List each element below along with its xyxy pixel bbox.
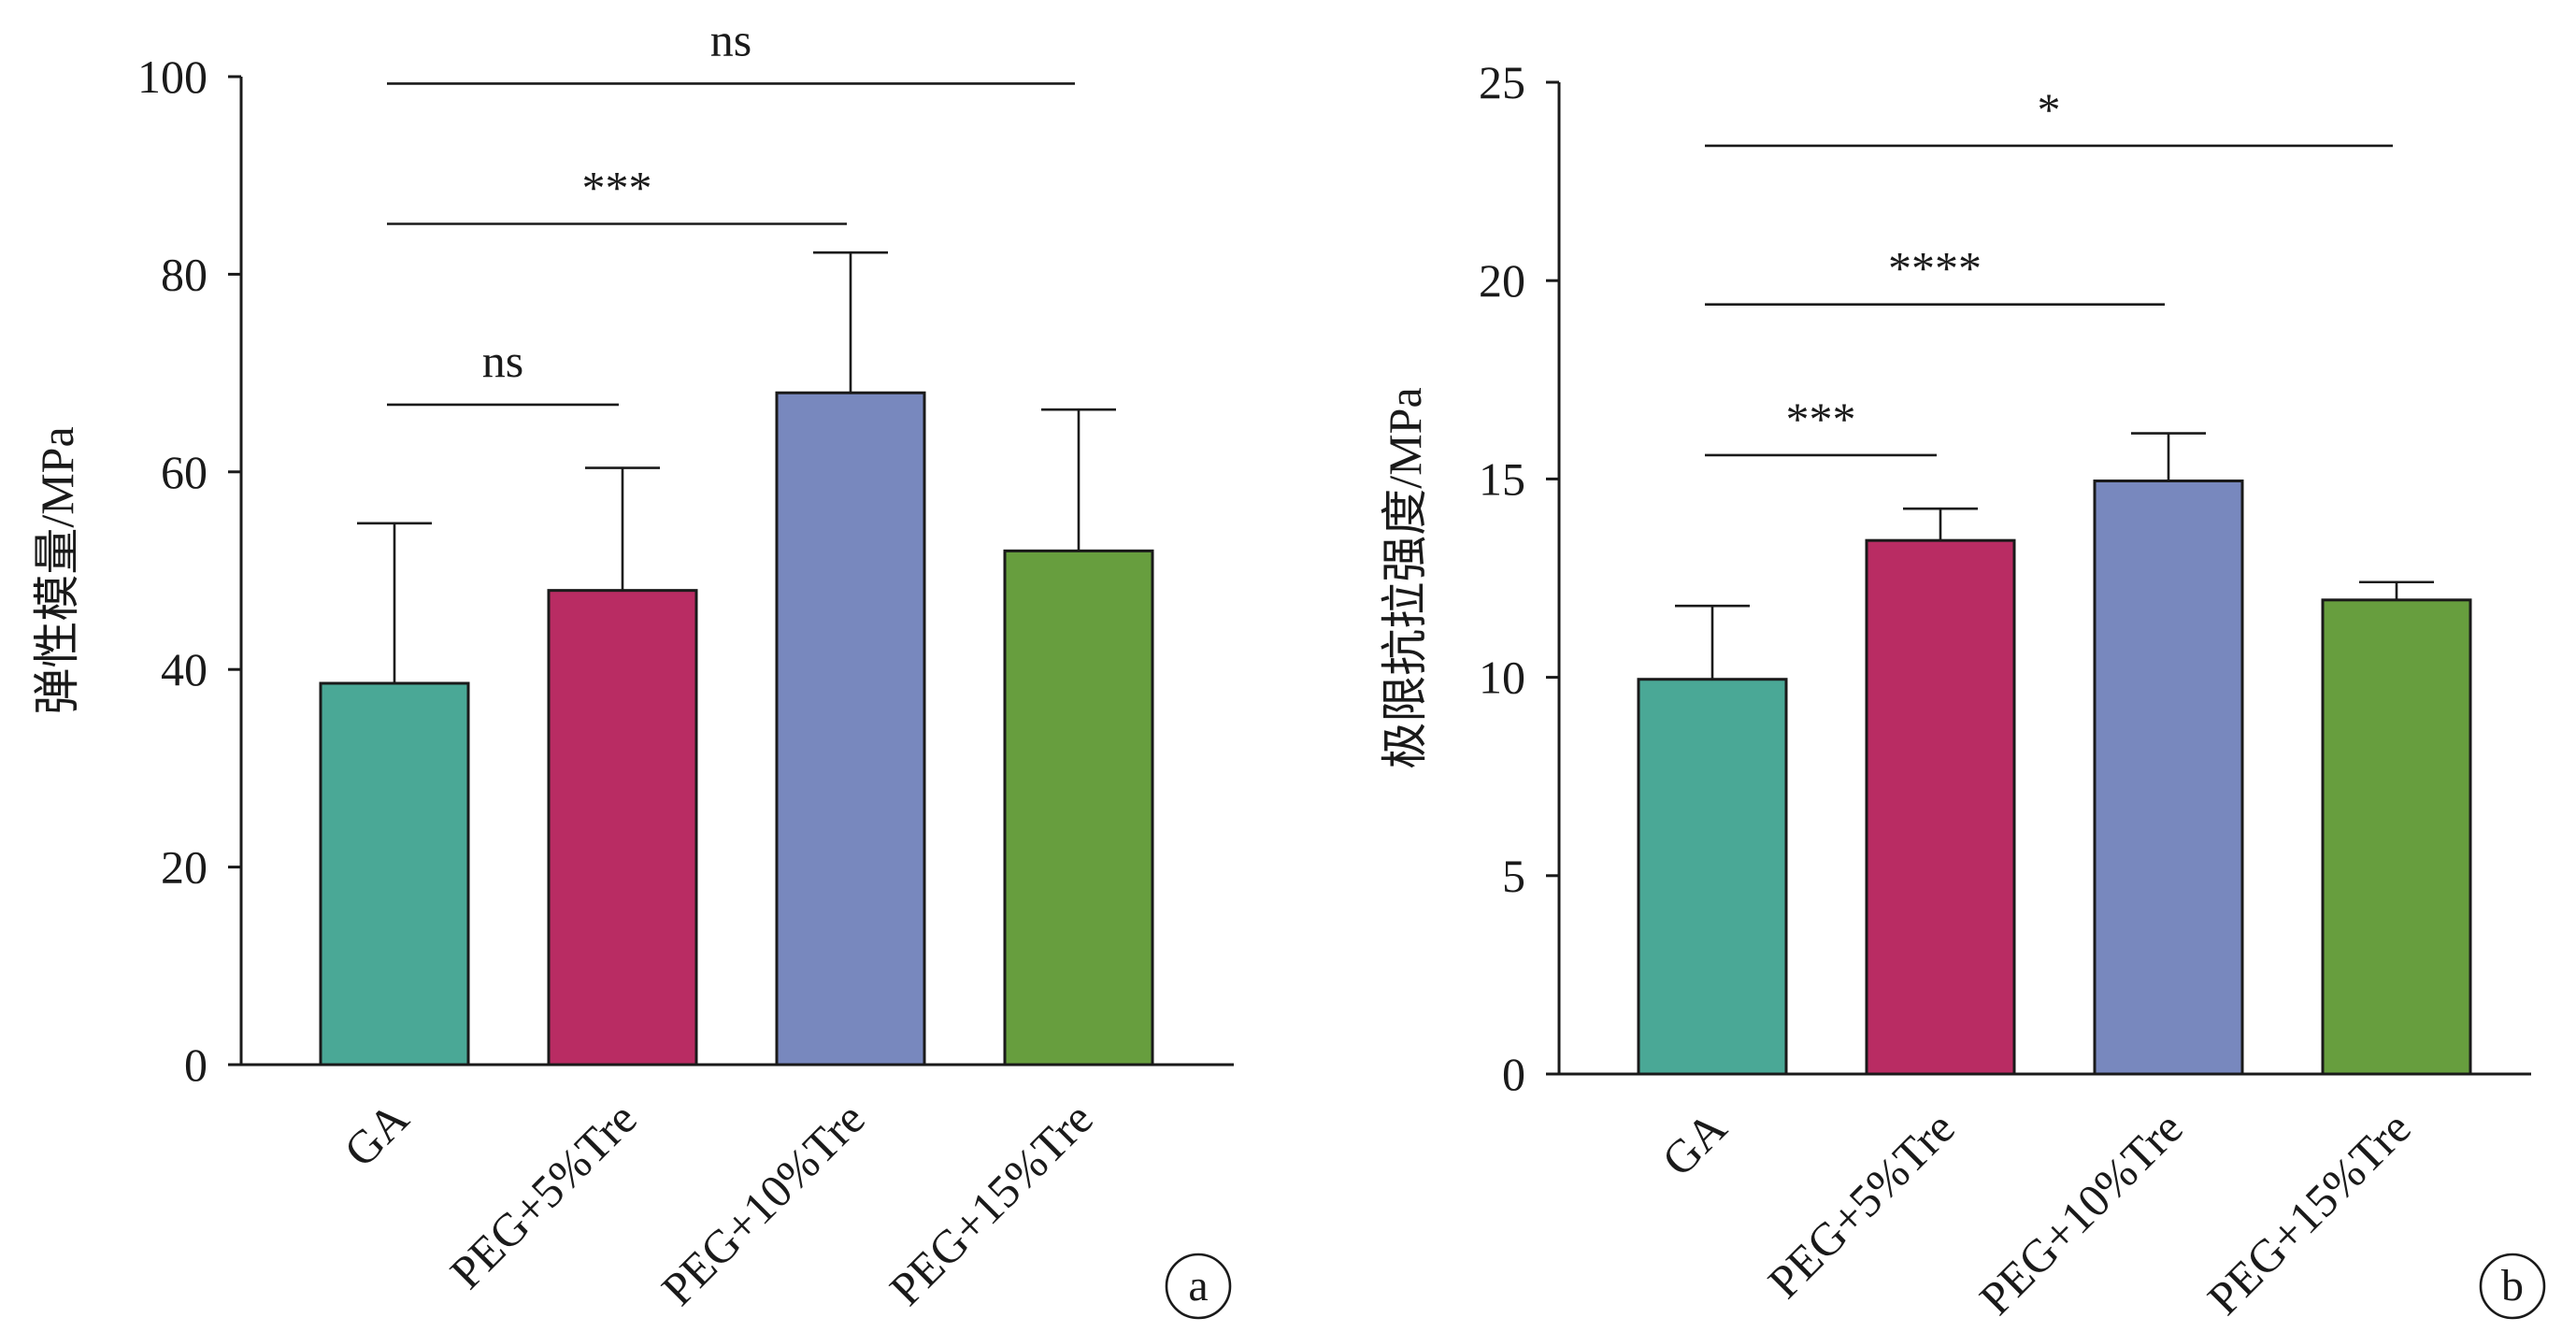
panel-letter-circle <box>2479 1253 2546 1320</box>
bar-4 <box>1003 549 1154 1067</box>
significance-label: *** <box>582 161 652 213</box>
category-label: PEG+10%Tre <box>1969 1101 2193 1325</box>
chart-panel-a: 0 20 40 60 80 100 弹性模量/MPa GA PEG+5%Tre PEG+10%Tr… <box>31 13 1234 1320</box>
significance-label: ns <box>482 335 523 387</box>
panel-letter-circle <box>1165 1253 1232 1320</box>
category-label: GA <box>334 1092 419 1177</box>
y-tick-label: 20 <box>161 841 208 894</box>
category-label: PEG+5%Tre <box>1757 1101 1964 1308</box>
y-axis-title: 弹性模量/MPa <box>31 426 83 714</box>
y-tick-label: 5 <box>1502 850 1525 902</box>
bar-3 <box>775 391 926 1067</box>
bar-1 <box>319 681 470 1067</box>
y-tick-label: 10 <box>1479 652 1525 704</box>
y-tick-label: 80 <box>161 248 208 300</box>
panel-letter: a <box>1188 1261 1208 1311</box>
category-label: PEG+15%Tre <box>880 1092 1103 1315</box>
y-axis-title: 极限抗拉强度/MPa <box>1379 387 1431 768</box>
y-tick-label: 25 <box>1479 56 1525 108</box>
y-tick-label: 60 <box>161 446 208 498</box>
y-tick-label: 100 <box>137 50 208 103</box>
chart-panel-b: 0 5 10 15 20 25 极限抗拉强度/MPa GA PEG+5%Tre PEG+10%Tr… <box>1379 56 2546 1325</box>
category-label: GA <box>1652 1101 1737 1186</box>
bar-2 <box>547 589 698 1067</box>
y-tick-label: 20 <box>1479 254 1525 307</box>
category-label: PEG+5%Tre <box>439 1092 646 1298</box>
y-tick-label: 0 <box>184 1038 208 1091</box>
bar-4 <box>2321 598 2472 1076</box>
category-label: PEG+15%Tre <box>2197 1101 2421 1325</box>
bar-1 <box>1637 678 1788 1076</box>
significance-label: *** <box>1786 393 1856 445</box>
bar-2 <box>1865 538 2016 1076</box>
bar-3 <box>2093 480 2244 1076</box>
y-tick-label: 40 <box>161 643 208 695</box>
category-label: PEG+10%Tre <box>651 1092 875 1315</box>
significance-label: **** <box>1888 242 1982 294</box>
significance-label: * <box>2038 83 2061 136</box>
y-tick-label: 0 <box>1502 1048 1525 1100</box>
y-tick-label: 15 <box>1479 452 1525 505</box>
panel-letter: b <box>2501 1261 2524 1311</box>
significance-label: ns <box>710 13 751 65</box>
